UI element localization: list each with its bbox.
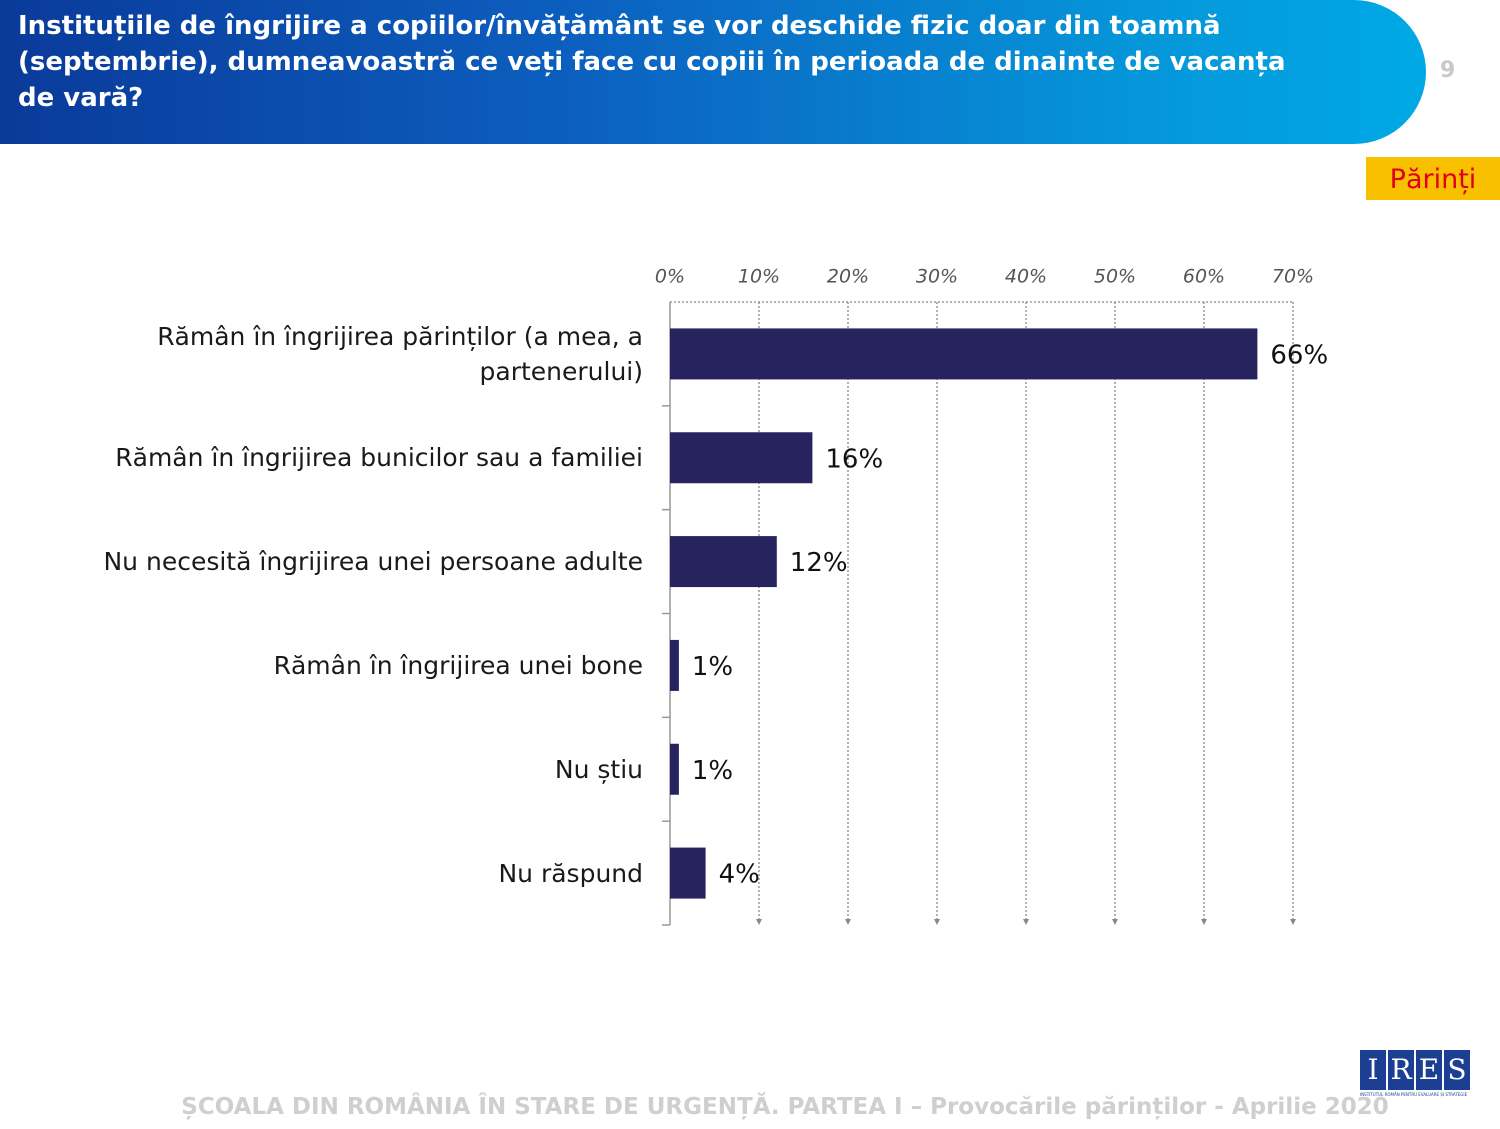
x-tick-label: 60%: [1183, 266, 1225, 288]
category-label: Nu răspund: [498, 858, 643, 888]
grid-arrow: [1023, 919, 1029, 925]
value-label: 4%: [719, 860, 760, 890]
bar: [670, 536, 777, 588]
bar: [670, 328, 1258, 380]
logo-letter: I: [1360, 1050, 1386, 1090]
header-band: Instituțiile de îngrijire a copiilor/înv…: [0, 0, 1426, 144]
value-label: 1%: [692, 652, 733, 682]
value-label: 12%: [790, 548, 848, 578]
badge: Părinți: [1366, 157, 1500, 200]
logo-letter: E: [1416, 1050, 1442, 1090]
value-label: 1%: [692, 756, 733, 786]
grid-arrow: [1112, 919, 1118, 925]
x-tick-label: 20%: [827, 266, 869, 288]
grid-arrow: [756, 919, 762, 925]
logo-letter: S: [1444, 1050, 1470, 1090]
grid-arrow: [934, 919, 940, 925]
bar: [670, 432, 813, 484]
x-tick-label: 10%: [738, 266, 780, 288]
value-label: 16%: [825, 444, 883, 474]
page-number: 9: [1440, 58, 1456, 83]
bar: [670, 847, 706, 899]
bar: [670, 743, 679, 795]
x-tick-label: 50%: [1094, 266, 1136, 288]
value-label: 66%: [1270, 340, 1328, 370]
category-label: Rămân în îngrijirea bunicilor sau a fami…: [115, 443, 643, 473]
footer-text: ȘCOALA DIN ROMÂNIA ÎN STARE DE URGENȚĂ. …: [181, 1094, 1389, 1120]
bar: [670, 639, 679, 691]
category-label: Rămân în îngrijirea unei bone: [273, 650, 643, 680]
logo-caption: INSTITUTUL ROMÂN PENTRU EVALUARE ȘI STRA…: [1360, 1092, 1468, 1097]
x-tick-label: 70%: [1272, 266, 1314, 288]
logo-letter: R: [1388, 1050, 1414, 1090]
grid-arrow: [845, 919, 851, 925]
category-label: Nu necesită îngrijirea unei persoane adu…: [103, 547, 643, 577]
category-label: Nu știu: [554, 754, 643, 784]
grid-arrow: [1201, 919, 1207, 925]
category-label: Rămân în îngrijirea părinților (a mea, a…: [157, 321, 643, 386]
x-tick-label: 30%: [916, 266, 958, 288]
grid-arrow: [1290, 919, 1296, 925]
x-tick-label: 40%: [1005, 266, 1047, 288]
x-tick-label: 0%: [655, 266, 685, 288]
slide-title: Instituțiile de îngrijire a copiilor/înv…: [18, 11, 1286, 113]
